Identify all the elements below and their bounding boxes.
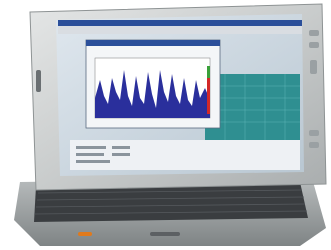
logo	[36, 70, 41, 92]
color-bar-top	[207, 66, 210, 78]
latch	[150, 232, 180, 236]
chart-window-title	[86, 40, 220, 46]
laptop-photo	[0, 0, 331, 250]
title-bar	[58, 20, 302, 26]
indicator-light	[78, 232, 92, 236]
toolbar	[58, 26, 302, 34]
lower-panel	[70, 140, 300, 170]
